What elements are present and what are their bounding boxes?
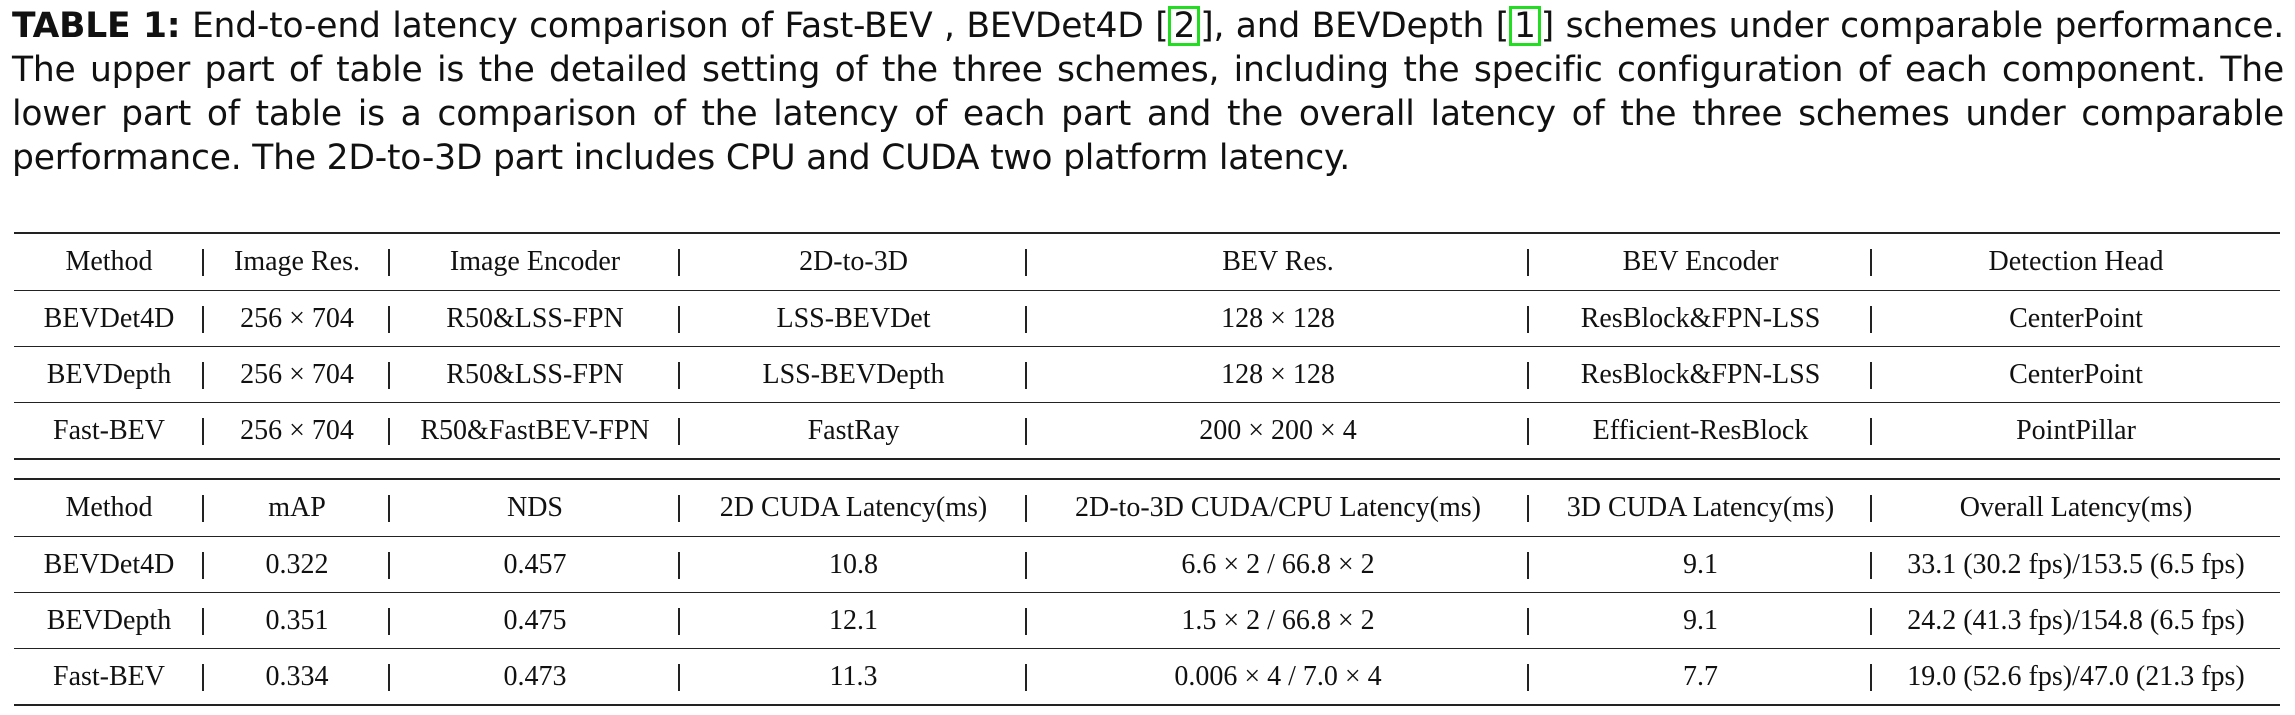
settings-cell: R50&FastBEV-FPN: [390, 402, 680, 460]
latency-cell: Fast-BEV: [14, 648, 204, 706]
latency-cell: 0.351: [204, 592, 390, 649]
settings-cell: 256 × 704: [204, 402, 390, 460]
settings-header-cell: BEV Res.: [1027, 232, 1529, 291]
settings-cell: 128 × 128: [1027, 346, 1529, 403]
settings-cell: Efficient-ResBlock: [1529, 402, 1872, 460]
latency-table: Method mAP NDS 2D CUDA Latency(ms) 2D-to-3D …: [14, 478, 2280, 706]
settings-cell: Fast-BEV: [14, 402, 204, 460]
settings-cell: 256 × 704: [204, 346, 390, 403]
caption-text-a: End-to-end latency comparison of Fast-BE…: [180, 6, 1169, 46]
settings-cell: 256 × 704: [204, 290, 390, 347]
settings-cell: LSS-BEVDet: [680, 290, 1027, 347]
settings-cell: BEVDepth: [14, 346, 204, 403]
settings-header-cell: Image Res.: [204, 232, 390, 291]
settings-cell: CenterPoint: [1872, 290, 2280, 347]
settings-cell: FastRay: [680, 402, 1027, 460]
latency-header-cell: 2D CUDA Latency(ms): [680, 478, 1027, 537]
settings-row: BEVDet4D 256 × 704 R50&LSS-FPN LSS-BEVDet 12…: [14, 290, 2280, 347]
caption-label: TABLE 1:: [12, 6, 181, 46]
settings-cell: 128 × 128: [1027, 290, 1529, 347]
latency-row: BEVDepth 0.351 0.475 12.1 1.5 × 2 / 66.8 × 2…: [14, 592, 2280, 649]
settings-cell: ResBlock&FPN-LSS: [1529, 346, 1872, 403]
settings-row: Fast-BEV 256 × 704 R50&FastBEV-FPN FastRay 2…: [14, 402, 2280, 460]
latency-row: Fast-BEV 0.334 0.473 11.3 0.006 × 4 / 7.0 × …: [14, 648, 2280, 706]
latency-header-cell: mAP: [204, 478, 390, 537]
latency-cell: BEVDepth: [14, 592, 204, 649]
latency-cell: 11.3: [680, 648, 1027, 706]
settings-cell: R50&LSS-FPN: [390, 290, 680, 347]
latency-cell: 0.334: [204, 648, 390, 706]
latency-cell: 24.2 (41.3 fps)/154.8 (6.5 fps): [1872, 592, 2280, 649]
citation-link-2[interactable]: 2: [1168, 6, 1201, 46]
settings-table: Method Image Res. Image Encoder 2D-to-3D BEV…: [14, 232, 2280, 460]
settings-cell: LSS-BEVDepth: [680, 346, 1027, 403]
latency-cell: 12.1: [680, 592, 1027, 649]
latency-header-row: Method mAP NDS 2D CUDA Latency(ms) 2D-to-3D …: [14, 478, 2280, 537]
settings-header-cell: Method: [14, 232, 204, 291]
settings-header-cell: Image Encoder: [390, 232, 680, 291]
latency-header-cell: 2D-to-3D CUDA/CPU Latency(ms): [1027, 478, 1529, 537]
settings-header-row: Method Image Res. Image Encoder 2D-to-3D BEV…: [14, 232, 2280, 291]
latency-cell: 9.1: [1529, 536, 1872, 593]
latency-cell: 10.8: [680, 536, 1027, 593]
latency-cell: 19.0 (52.6 fps)/47.0 (21.3 fps): [1872, 648, 2280, 706]
latency-cell: 0.473: [390, 648, 680, 706]
latency-cell: 33.1 (30.2 fps)/153.5 (6.5 fps): [1872, 536, 2280, 593]
settings-cell: CenterPoint: [1872, 346, 2280, 403]
settings-cell: BEVDet4D: [14, 290, 204, 347]
latency-cell: 9.1: [1529, 592, 1872, 649]
latency-header-cell: Method: [14, 478, 204, 537]
latency-cell: 7.7: [1529, 648, 1872, 706]
settings-cell: 200 × 200 × 4: [1027, 402, 1529, 460]
settings-row: BEVDepth 256 × 704 R50&LSS-FPN LSS-BEVDepth…: [14, 346, 2280, 403]
latency-cell: 0.322: [204, 536, 390, 593]
settings-cell: PointPillar: [1872, 402, 2280, 460]
settings-header-cell: Detection Head: [1872, 232, 2280, 291]
latency-cell: 1.5 × 2 / 66.8 × 2: [1027, 592, 1529, 649]
latency-cell: 0.475: [390, 592, 680, 649]
caption-text-b: ], and BEVDepth [: [1200, 6, 1510, 46]
latency-cell: 0.006 × 4 / 7.0 × 4: [1027, 648, 1529, 706]
citation-link-1[interactable]: 1: [1509, 6, 1541, 46]
settings-cell: R50&LSS-FPN: [390, 346, 680, 403]
latency-row: BEVDet4D 0.322 0.457 10.8 6.6 × 2 / 66.8 × 2…: [14, 536, 2280, 593]
settings-header-cell: BEV Encoder: [1529, 232, 1872, 291]
caption-text-c: ] schemes under comparable performance. …: [12, 6, 2284, 178]
latency-cell: 0.457: [390, 536, 680, 593]
latency-cell: 6.6 × 2 / 66.8 × 2: [1027, 536, 1529, 593]
settings-cell: ResBlock&FPN-LSS: [1529, 290, 1872, 347]
table-caption: TABLE 1: End-to-end latency comparison o…: [12, 4, 2284, 180]
latency-header-cell: 3D CUDA Latency(ms): [1529, 478, 1872, 537]
latency-header-cell: Overall Latency(ms): [1872, 478, 2280, 537]
latency-header-cell: NDS: [390, 478, 680, 537]
latency-cell: BEVDet4D: [14, 536, 204, 593]
settings-header-cell: 2D-to-3D: [680, 232, 1027, 291]
